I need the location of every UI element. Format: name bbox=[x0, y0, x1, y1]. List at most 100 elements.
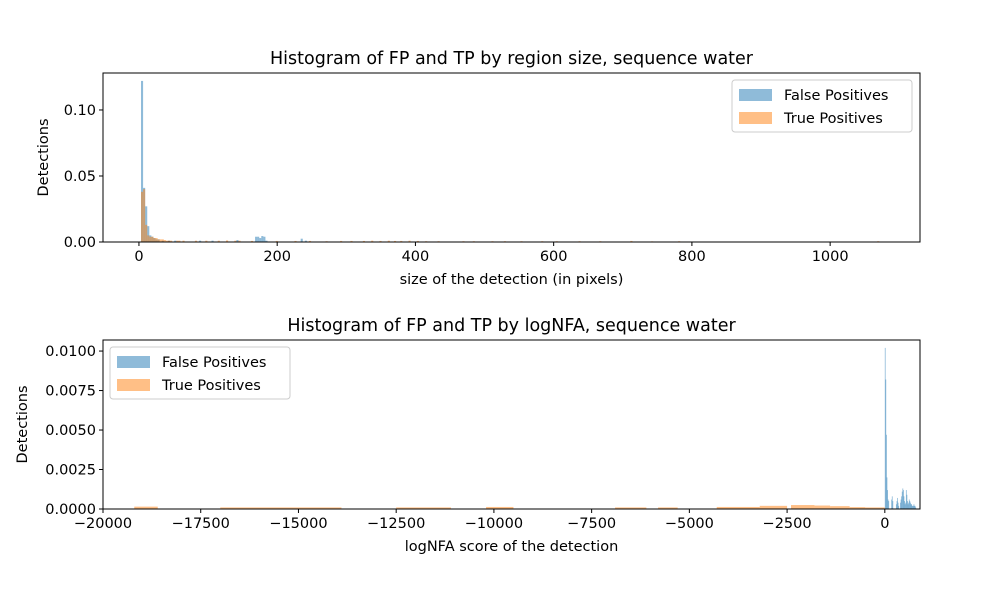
x-tick-label: −12500 bbox=[367, 516, 425, 532]
x-tick-label: −7500 bbox=[567, 516, 616, 532]
y-tick-label: 0.0050 bbox=[45, 423, 96, 439]
histogram-bar bbox=[896, 501, 898, 509]
histogram-bar bbox=[350, 240, 353, 242]
histogram-bar bbox=[486, 506, 514, 509]
histogram-bar bbox=[408, 240, 411, 242]
y-tick-label: 0.00 bbox=[64, 235, 96, 251]
histogram-bar bbox=[396, 507, 451, 509]
histogram-bar bbox=[849, 507, 866, 509]
chart-title: Histogram of FP and TP by region size, s… bbox=[270, 49, 754, 69]
histogram-bar bbox=[145, 224, 148, 242]
histogram-bar bbox=[238, 240, 241, 242]
x-axis-label: logNFA score of the detection bbox=[405, 539, 619, 555]
histogram-bar bbox=[901, 496, 903, 509]
histogram-bar bbox=[263, 236, 266, 242]
histogram-bar bbox=[155, 238, 158, 242]
histogram-bar bbox=[159, 239, 162, 242]
histogram-bar bbox=[141, 80, 144, 242]
histogram-bar bbox=[211, 240, 214, 242]
histogram-bar bbox=[294, 240, 297, 242]
histogram-bar bbox=[615, 507, 647, 509]
legend-label: False Positives bbox=[162, 355, 266, 371]
histogram-bar bbox=[908, 499, 910, 509]
histogram-bar bbox=[900, 499, 902, 509]
legend-swatch bbox=[739, 112, 772, 124]
histogram-bar bbox=[905, 490, 907, 509]
legend-label: False Positives bbox=[784, 88, 888, 104]
y-tick-label: 0.0100 bbox=[45, 344, 96, 360]
x-tick-label: −20000 bbox=[74, 516, 132, 532]
histogram-bar bbox=[901, 491, 903, 509]
series-false-positives bbox=[884, 347, 917, 509]
histogram-bar bbox=[199, 240, 202, 242]
histogram-bar bbox=[308, 240, 312, 242]
y-axis-label: Detections bbox=[15, 386, 31, 464]
histogram-bar bbox=[265, 240, 268, 242]
histogram-bar bbox=[830, 506, 850, 509]
chart-title: Histogram of FP and TP by logNFA, sequen… bbox=[287, 316, 736, 336]
legend-label: True Positives bbox=[783, 111, 883, 127]
histogram-bar bbox=[909, 501, 911, 509]
x-tick-label: 800 bbox=[678, 249, 706, 265]
histogram-bar bbox=[716, 506, 760, 509]
histogram-bar bbox=[165, 240, 168, 242]
histogram-bar bbox=[259, 238, 262, 242]
histogram-bar bbox=[387, 240, 390, 242]
histogram-bar bbox=[182, 240, 185, 242]
histogram-bar bbox=[275, 240, 278, 242]
histogram-bar bbox=[236, 240, 239, 242]
histogram-bar bbox=[379, 240, 382, 242]
histogram-bar bbox=[151, 236, 154, 242]
histogram-bar bbox=[371, 240, 374, 242]
legend-box bbox=[109, 346, 291, 400]
histogram-bar bbox=[892, 501, 894, 509]
histogram-bar bbox=[178, 240, 181, 242]
histogram-bar bbox=[147, 226, 150, 242]
x-tick-label: −17500 bbox=[172, 516, 230, 532]
histogram-bar bbox=[161, 239, 164, 242]
histogram-bar bbox=[194, 240, 198, 242]
histogram-bar bbox=[340, 240, 343, 242]
histogram-bar bbox=[261, 236, 264, 242]
legend-box bbox=[731, 79, 913, 133]
histogram-bar bbox=[884, 347, 886, 509]
histogram-bar bbox=[630, 240, 633, 242]
series-true-positives bbox=[134, 505, 885, 509]
histogram-bar bbox=[250, 240, 253, 242]
series-false-positives bbox=[141, 80, 307, 242]
histogram-bar bbox=[149, 236, 152, 242]
histogram-bar bbox=[904, 501, 905, 509]
x-tick-label: −5000 bbox=[665, 516, 714, 532]
histogram-bar bbox=[897, 502, 899, 509]
histogram-bar bbox=[134, 506, 158, 509]
histogram-bar bbox=[911, 505, 913, 509]
x-tick-label: −2500 bbox=[763, 516, 812, 532]
legend: False Positives True Positives bbox=[731, 79, 913, 133]
histogram-bar bbox=[904, 504, 906, 509]
histogram-bar bbox=[226, 240, 229, 242]
x-tick-label: 0 bbox=[134, 249, 143, 265]
histogram-bar bbox=[759, 505, 788, 509]
histogram-bar bbox=[891, 499, 893, 509]
histogram-bar bbox=[907, 501, 908, 509]
x-tick-label: 1000 bbox=[812, 249, 849, 265]
legend-swatch bbox=[739, 89, 772, 101]
x-tick-label: 400 bbox=[402, 249, 430, 265]
legend-swatch bbox=[117, 356, 150, 368]
histogram-bar bbox=[898, 505, 900, 509]
y-tick-label: 0.0025 bbox=[45, 463, 96, 479]
y-tick-label: 0.0075 bbox=[45, 384, 96, 400]
histogram-bar bbox=[880, 507, 885, 509]
x-tick-label: 600 bbox=[540, 249, 568, 265]
histogram-bar bbox=[362, 240, 365, 242]
histogram-bar bbox=[914, 505, 915, 509]
x-tick-label: 0 bbox=[880, 516, 889, 532]
x-tick-label: −15000 bbox=[269, 516, 327, 532]
histogram-bar bbox=[885, 379, 887, 509]
histogram-bar bbox=[174, 240, 177, 242]
histogram-bar bbox=[416, 240, 419, 242]
y-axis-label: Detections bbox=[36, 119, 52, 197]
histogram-bar bbox=[886, 477, 888, 509]
histogram-bar bbox=[791, 505, 815, 509]
